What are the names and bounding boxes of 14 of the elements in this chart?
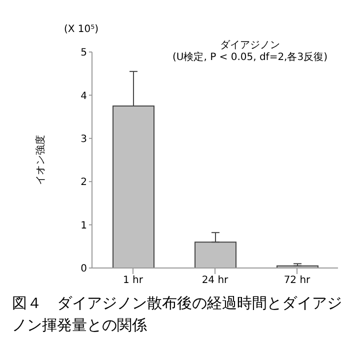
- text: (X 10⁵): [64, 24, 99, 35]
- y-tick-label: 1: [80, 220, 87, 232]
- y-tick-label: 4: [80, 90, 87, 102]
- y-axis-title: イオン強度: [34, 135, 47, 185]
- y-tick-label: 5: [80, 48, 87, 59]
- x-tick-label: 24 hr: [202, 275, 230, 286]
- caption: 図４ ダイアジノン散布後の経過時間とダイアジノン揮発量との関係: [12, 293, 342, 336]
- y-tick-label: 0: [80, 264, 87, 275]
- y-tick-label: 3: [80, 134, 87, 145]
- y-tick-label: 2: [80, 177, 87, 188]
- chart-title: ダイアジノン: [219, 39, 281, 52]
- x-tick-label: 72 hr: [284, 275, 312, 286]
- x-tick-label: 1 hr: [123, 275, 144, 286]
- chart-subtitle: (U検定, P < 0.05, df=2,各3反復): [171, 50, 329, 64]
